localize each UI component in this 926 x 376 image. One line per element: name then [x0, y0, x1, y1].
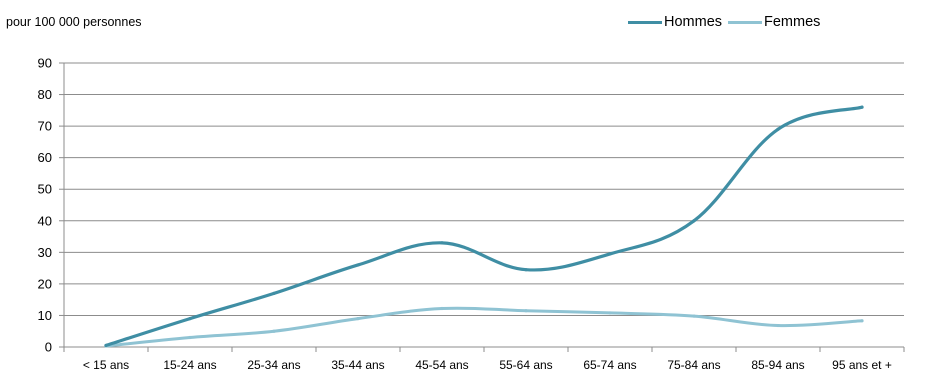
y-tick-label: 20: [38, 276, 52, 291]
y-tick-label: 60: [38, 150, 52, 165]
data-point-hommes: [104, 343, 108, 348]
data-point-femmes: [440, 306, 444, 311]
x-tick-label: 85-94 ans: [751, 358, 804, 372]
legend-swatch-hommes: [628, 20, 662, 24]
x-tick-label: 75-84 ans: [667, 358, 720, 372]
y-tick-label: 50: [38, 182, 52, 197]
data-point-femmes: [608, 311, 612, 315]
x-tick-label: 95 ans et +: [832, 358, 892, 372]
y-tick-label: 40: [38, 213, 52, 228]
data-point-femmes: [188, 335, 192, 340]
y-unit-label: pour 100 000 personnes: [6, 15, 142, 29]
data-point-hommes: [860, 105, 864, 109]
y-tick-label: 80: [38, 87, 52, 102]
y-tick-label: 30: [38, 245, 52, 260]
legend-item-hommes: Hommes: [628, 14, 722, 30]
data-point-femmes: [776, 323, 780, 328]
legend: Hommes Femmes: [628, 14, 826, 30]
legend-label-hommes: Hommes: [664, 14, 723, 30]
x-tick-label: < 15 ans: [83, 358, 129, 372]
y-tick-label: 70: [38, 119, 52, 134]
legend-swatch-femmes: [728, 20, 763, 24]
legend-item-femmes: Femmes: [728, 14, 820, 30]
data-point-hommes: [356, 263, 360, 267]
data-point-hommes: [692, 219, 696, 223]
data-point-hommes: [608, 252, 612, 256]
data-point-femmes: [860, 319, 864, 323]
series-line-hommes: [104, 105, 864, 348]
data-point-hommes: [188, 317, 192, 321]
y-tick-label: 90: [38, 56, 52, 71]
x-tick-label: 45-54 ans: [415, 358, 468, 372]
data-point-femmes: [356, 317, 360, 321]
x-tick-label: 15-24 ans: [163, 358, 216, 372]
x-tick-label: 35-44 ans: [331, 358, 384, 372]
data-point-femmes: [692, 314, 696, 318]
data-point-hommes: [524, 268, 528, 272]
data-point-femmes: [272, 329, 276, 333]
x-tick-label: 55-64 ans: [499, 358, 552, 372]
y-tick-label: 0: [45, 340, 52, 355]
x-tick-label: 25-34 ans: [247, 358, 300, 372]
legend-label-femmes: Femmes: [764, 14, 821, 30]
data-point-hommes: [776, 127, 780, 131]
data-point-hommes: [272, 291, 276, 295]
y-tick-label: 10: [38, 308, 52, 323]
x-tick-label: 65-74 ans: [583, 358, 636, 372]
data-point-hommes: [440, 241, 444, 245]
data-point-femmes: [524, 309, 528, 313]
series-line-femmes: [104, 306, 864, 348]
